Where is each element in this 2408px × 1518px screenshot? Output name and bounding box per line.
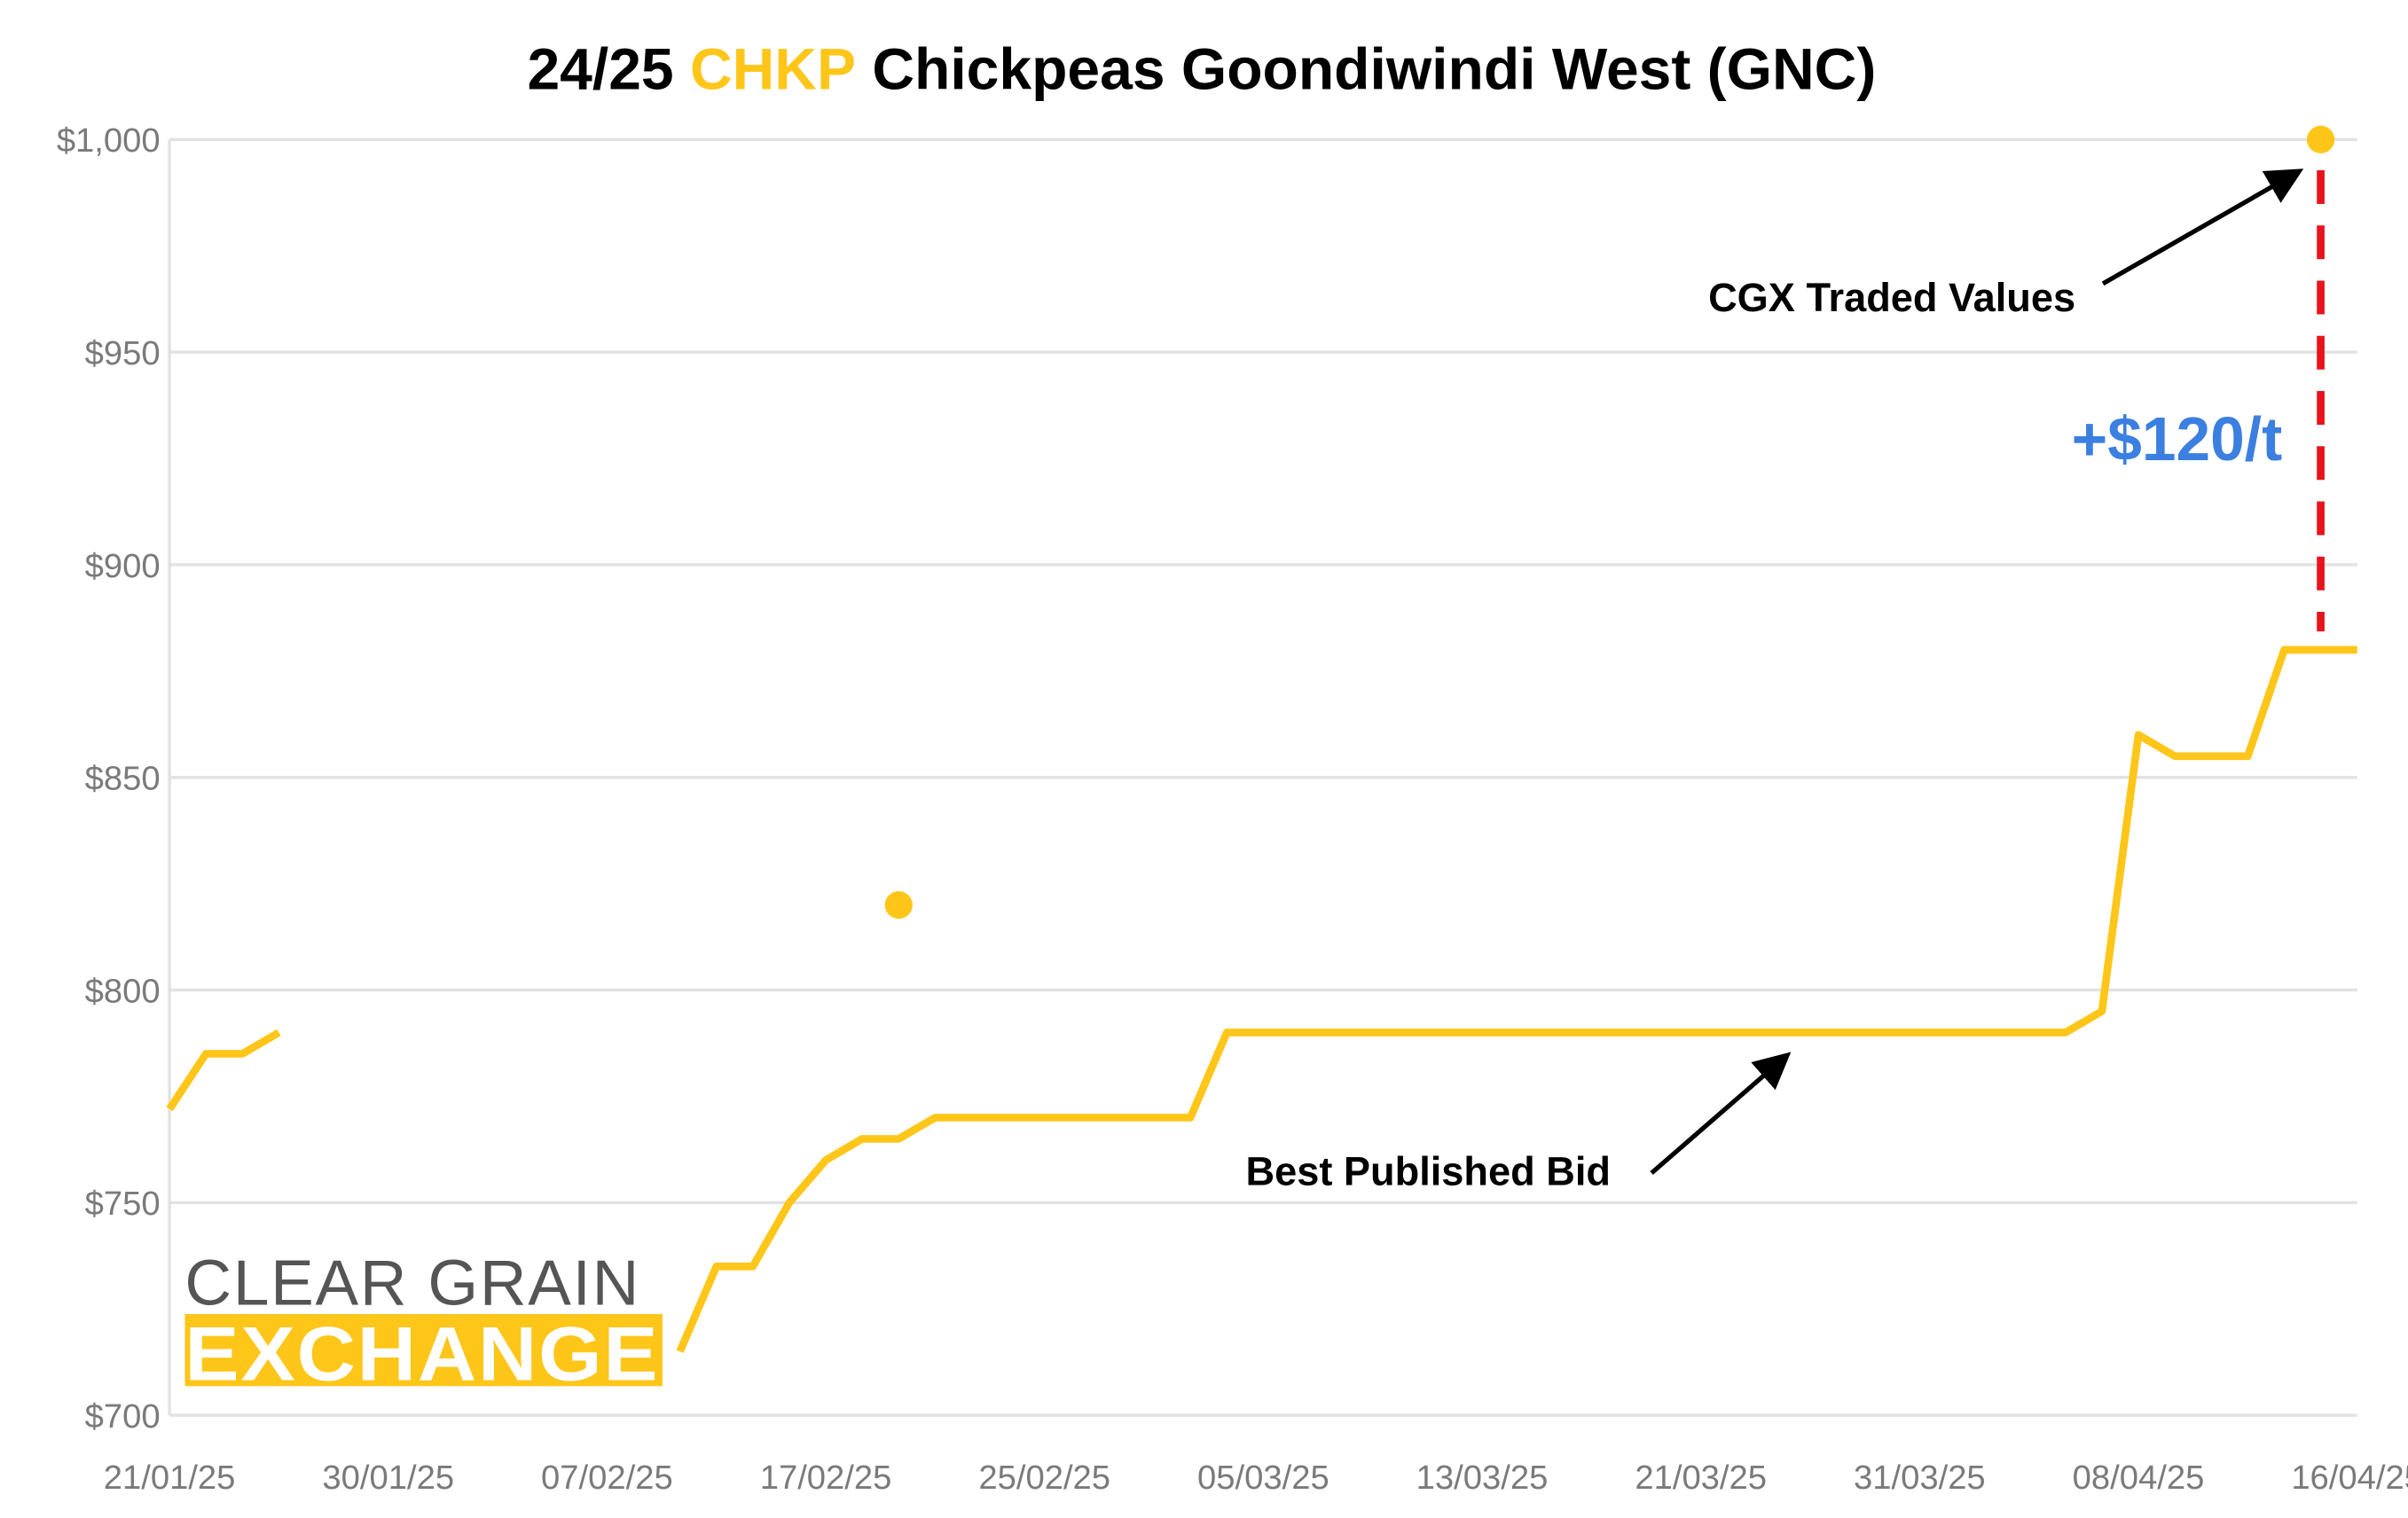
traded-point (884, 891, 913, 919)
x-tick-label: 21/03/25 (1635, 1459, 1767, 1497)
x-tick-label: 17/02/25 (760, 1459, 892, 1497)
logo-band (184, 1314, 663, 1387)
title-part: Chickpeas Goondiwindi West (GNC) (856, 35, 1876, 101)
x-tick-label: 25/02/25 (978, 1459, 1110, 1497)
y-tick-label: $950 (85, 334, 161, 372)
arrow (1650, 1052, 1792, 1175)
y-tick-label: $700 (85, 1397, 161, 1436)
y-tick-label: $900 (85, 547, 161, 585)
difference-label: +$120/t (2072, 404, 2283, 473)
x-tick-label: 30/01/25 (322, 1459, 454, 1497)
y-tick-label: $850 (85, 760, 161, 798)
annotation: Best Published Bid (1246, 1149, 1611, 1194)
title-part: 24/25 (527, 35, 690, 101)
y-tick-label: $800 (85, 972, 161, 1010)
title-highlight: CHKP (690, 35, 856, 101)
traded-point (2306, 125, 2335, 153)
y-tick-label: $1,000 (57, 121, 161, 160)
line-series (166, 646, 2357, 1353)
x-tick-label: 07/02/25 (541, 1459, 673, 1497)
x-tick-label: 13/03/25 (1416, 1459, 1549, 1497)
logo-line1: CLEAR GRAIN (184, 1248, 640, 1319)
y-tick-label: $750 (85, 1185, 161, 1223)
x-tick-label: 05/03/25 (1197, 1459, 1329, 1497)
x-tick-label: 08/04/25 (2073, 1459, 2205, 1497)
annotation: CGX Traded Values (1708, 275, 2075, 320)
grid: $700 $750 $800 $850 $900 $950 $1,000 21/01/25 30… (57, 121, 2408, 1497)
x-tick-label: 21/01/25 (104, 1459, 236, 1497)
plot (166, 125, 2357, 1353)
x-tick-label: 16/04/25 (2291, 1459, 2408, 1497)
logo-line2: EXCHANGE (184, 1312, 659, 1397)
chart-title: 24/25 CHKP Chickpeas Goondiwindi West (G… (527, 35, 1876, 101)
x-tick-label: 31/03/25 (1854, 1459, 1986, 1497)
arrow (2101, 168, 2304, 286)
